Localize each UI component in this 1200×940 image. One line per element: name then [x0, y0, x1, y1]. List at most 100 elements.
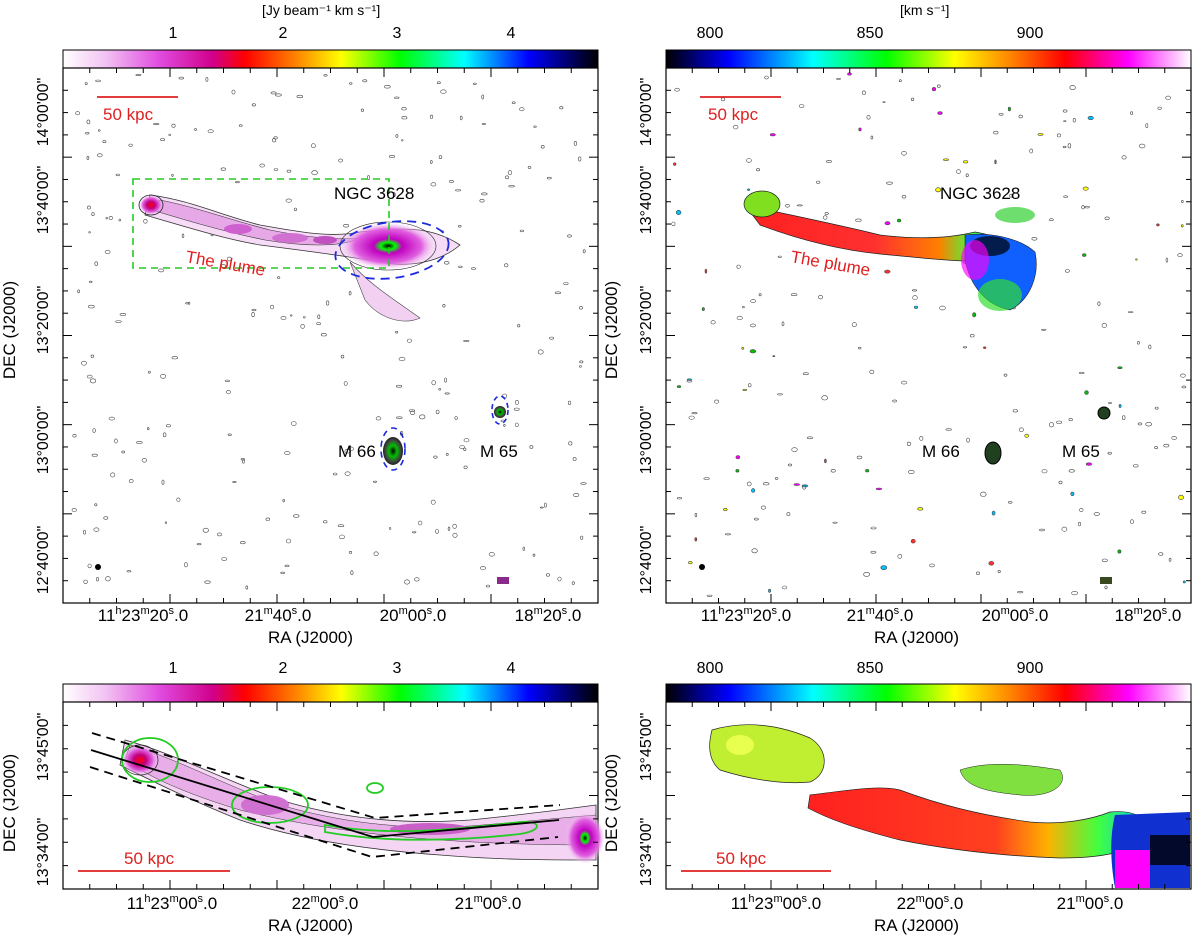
noise-speck	[81, 360, 87, 366]
noise-speck	[343, 381, 348, 386]
noise-speck	[865, 469, 870, 473]
noise-speck	[917, 507, 924, 511]
noise-speck	[84, 82, 88, 85]
noise-speck	[1137, 341, 1140, 345]
noise-speck	[452, 523, 457, 529]
noise-speck	[751, 488, 756, 493]
ra-tick-label: 11h23m00s.0	[731, 893, 821, 913]
noise-speck	[774, 477, 779, 480]
m65-ellipse	[491, 395, 509, 425]
noise-speck	[504, 175, 509, 180]
noise-speck	[1017, 590, 1024, 594]
ngc3628-receding-side	[961, 240, 989, 280]
noise-speck	[143, 219, 148, 224]
noise-speck	[479, 199, 485, 203]
noise-speck	[1041, 328, 1047, 331]
noise-speck	[676, 385, 682, 388]
noise-speck	[785, 204, 790, 208]
noise-speck	[171, 356, 179, 360]
noise-speck	[671, 221, 676, 227]
vel-tick-label: 900	[1017, 660, 1044, 677]
noise-speck	[251, 103, 256, 107]
noise-speck	[232, 480, 237, 483]
noise-speck	[513, 407, 520, 411]
noise-speck	[277, 276, 281, 279]
noise-speck	[442, 304, 446, 308]
noise-speck	[108, 216, 113, 221]
noise-speck	[207, 129, 214, 133]
plume-zoom-head	[121, 744, 159, 776]
noise-speck	[240, 541, 246, 545]
noise-speck	[782, 585, 788, 590]
noise-speck	[343, 224, 349, 228]
noise-speck	[433, 455, 438, 459]
noise-speck	[449, 180, 454, 184]
noise-speck	[419, 414, 426, 420]
noise-speck	[141, 458, 147, 463]
noise-speck	[822, 215, 828, 220]
noise-speck	[746, 481, 752, 487]
noise-speck	[119, 313, 127, 316]
noise-speck	[1070, 491, 1075, 497]
noise-speck	[758, 293, 762, 297]
noise-speck	[431, 380, 436, 386]
noise-speck	[480, 566, 486, 571]
noise-speck	[686, 380, 693, 383]
noise-speck	[472, 82, 477, 85]
noise-speck	[870, 526, 877, 530]
noise-speck	[1069, 85, 1076, 91]
noise-speck	[1165, 257, 1169, 263]
noise-speck	[533, 125, 537, 128]
noise-speck	[1117, 366, 1123, 370]
noise-speck	[1084, 390, 1089, 395]
noise-speck	[458, 265, 463, 268]
noise-speck	[388, 155, 396, 158]
noise-speck	[791, 447, 798, 452]
ra-axis-label-top-left: RA (J2000)	[268, 628, 354, 647]
noise-speck	[338, 158, 343, 163]
noise-speck	[463, 465, 468, 469]
noise-speck	[1121, 155, 1127, 160]
noise-speck	[1007, 500, 1013, 504]
noise-speck	[1003, 373, 1008, 377]
noise-speck	[750, 299, 756, 303]
noise-speck	[160, 373, 166, 379]
noise-speck	[481, 123, 487, 125]
panel-bottom-right-content: 50 kpc	[681, 724, 1190, 888]
noise-speck	[1138, 143, 1146, 149]
noise-speck	[777, 255, 782, 258]
dec-tick-label: 13°45'00"	[35, 713, 52, 782]
noise-speck	[802, 484, 807, 490]
ngc3628-ellipse	[334, 220, 450, 280]
noise-contours	[671, 72, 1187, 597]
noise-speck	[937, 111, 943, 115]
ra-tick-label: 21m00s.0	[455, 893, 522, 913]
noise-speck	[136, 441, 143, 444]
noise-speck	[245, 585, 249, 590]
noise-speck	[769, 133, 776, 137]
noise-speck	[94, 503, 98, 507]
beam-marker	[699, 564, 705, 570]
noise-speck	[969, 334, 975, 338]
noise-speck	[945, 428, 952, 431]
noise-speck	[128, 143, 133, 147]
noise-speck	[998, 113, 1004, 116]
noise-speck	[275, 93, 282, 97]
colorbar-bottom-left	[62, 683, 599, 703]
noise-speck	[162, 432, 167, 438]
noise-speck	[688, 415, 695, 420]
noise-speck	[546, 176, 552, 180]
noise-speck	[1158, 552, 1164, 556]
ngc3628-southern-extension	[349, 261, 421, 322]
noise-speck	[459, 445, 465, 450]
plume-lower-boundary	[89, 766, 559, 858]
noise-speck	[372, 480, 377, 483]
noise-speck	[826, 160, 832, 163]
velocity-unit-label: [km s⁻¹]	[900, 2, 950, 18]
noise-speck	[704, 268, 708, 274]
noise-speck	[571, 581, 575, 585]
noise-speck	[148, 370, 151, 374]
plume-knot	[272, 233, 308, 243]
noise-speck	[901, 151, 907, 156]
noise-speck	[910, 538, 916, 544]
